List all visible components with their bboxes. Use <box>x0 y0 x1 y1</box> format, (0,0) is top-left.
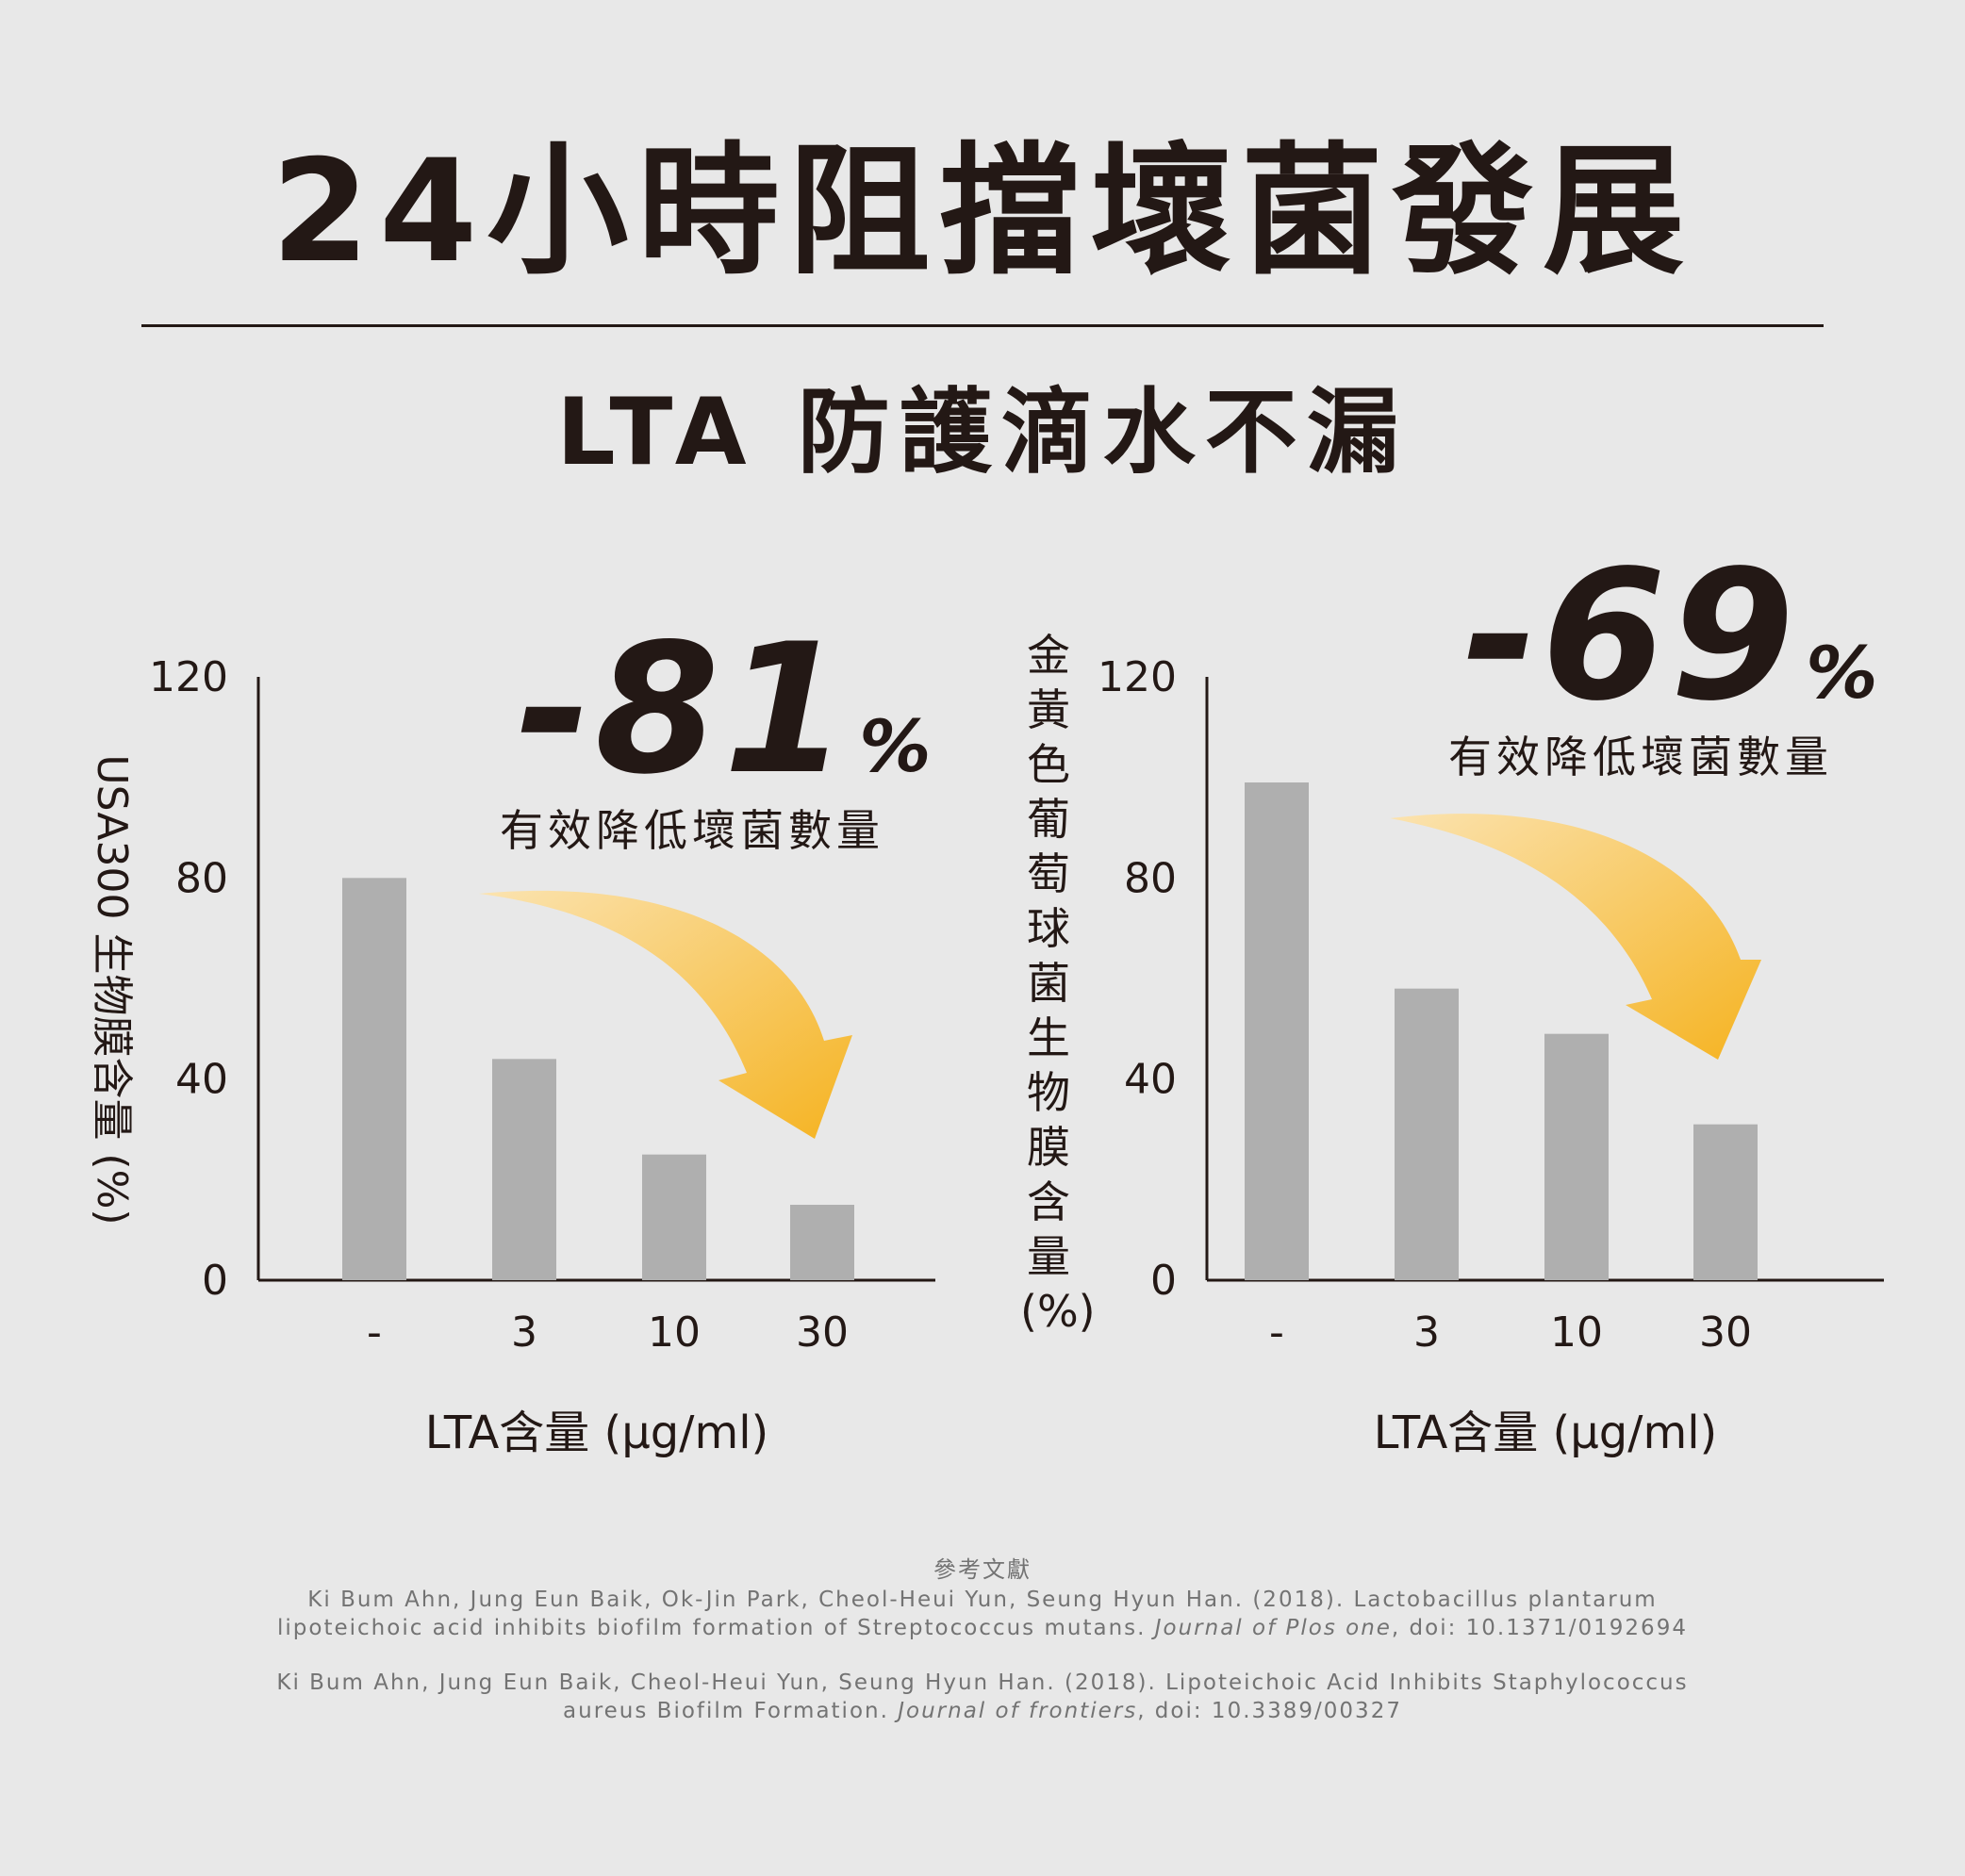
y-axis-label-right: 金黃色葡萄球菌生物膜含量(%) <box>1020 630 1096 1337</box>
reduction-caption-right: 有效降低壞菌數量 <box>1448 732 1833 782</box>
percent-sign-left: % <box>859 704 932 788</box>
reference-doi: , doi: 10.1371/0192694 <box>1391 1616 1688 1640</box>
reference-doi: , doi: 10.3389/00327 <box>1137 1699 1402 1723</box>
y-tick-label: 40 <box>1124 1056 1177 1104</box>
x-tick-label: 3 <box>1413 1308 1440 1357</box>
y-tick-label: 120 <box>149 653 228 701</box>
bar <box>492 1059 556 1280</box>
trend-arrow-right <box>1390 814 1761 1060</box>
bar <box>1544 1033 1609 1280</box>
bar <box>342 878 406 1280</box>
y-tick-label: 80 <box>175 854 228 902</box>
y-tick-label: 120 <box>1098 653 1177 701</box>
x-tick-label: 10 <box>648 1308 701 1357</box>
x-tick-label: 3 <box>511 1308 537 1357</box>
reference-journal: Journal of Plos one <box>1154 1616 1392 1640</box>
y-axis-label-left: USA300 生物膜含量 (%) <box>88 754 136 1226</box>
x-tick-label: - <box>367 1308 382 1357</box>
x-axis-label-left: LTA含量 (μg/ml) <box>425 1407 769 1459</box>
y-tick-label: 0 <box>1150 1257 1177 1305</box>
reduction-percent-right: -69% <box>1463 547 1877 726</box>
x-axis-label-right: LTA含量 (μg/ml) <box>1374 1407 1718 1459</box>
trend-arrow-left <box>479 890 852 1139</box>
reference-text: Ki Bum Ahn, Jung Eun Baik, Ok-Jin Park, … <box>277 1588 1658 1640</box>
reference-item: Ki Bum Ahn, Jung Eun Baik, Cheol-Heui Yu… <box>266 1669 1699 1725</box>
x-tick-label: 30 <box>1699 1308 1752 1357</box>
bar <box>1693 1124 1758 1280</box>
page-subtitle: LTA 防護滴水不漏 <box>556 379 1409 486</box>
page-title: 24小時阻擋壞菌發展 <box>271 130 1694 294</box>
x-tick-label: 30 <box>796 1308 849 1357</box>
bar <box>790 1205 854 1280</box>
x-tick-label: - <box>1269 1308 1284 1357</box>
bar <box>1395 988 1459 1280</box>
references-heading: 參考文獻 <box>933 1556 1032 1583</box>
reference-item: Ki Bum Ahn, Jung Eun Baik, Ok-Jin Park, … <box>266 1586 1699 1642</box>
reference-journal: Journal of frontiers <box>898 1699 1138 1723</box>
bar <box>642 1154 706 1280</box>
reduction-value-left: -81 <box>517 605 852 814</box>
percent-sign-right: % <box>1806 631 1878 715</box>
reduction-percent-left: -81% <box>517 620 931 799</box>
title-divider <box>141 324 1824 327</box>
reference-text: Ki Bum Ahn, Jung Eun Baik, Cheol-Heui Yu… <box>276 1670 1689 1723</box>
reduction-value-right: -69 <box>1463 532 1799 740</box>
bar <box>1245 782 1309 1280</box>
y-tick-label: 40 <box>175 1056 228 1104</box>
reduction-caption-left: 有效降低壞菌數量 <box>500 805 884 856</box>
y-tick-label: 0 <box>202 1257 228 1305</box>
y-tick-label: 80 <box>1124 854 1177 902</box>
x-tick-label: 10 <box>1550 1308 1603 1357</box>
references: 參考文獻 Ki Bum Ahn, Jung Eun Baik, Ok-Jin P… <box>0 1555 1965 1752</box>
